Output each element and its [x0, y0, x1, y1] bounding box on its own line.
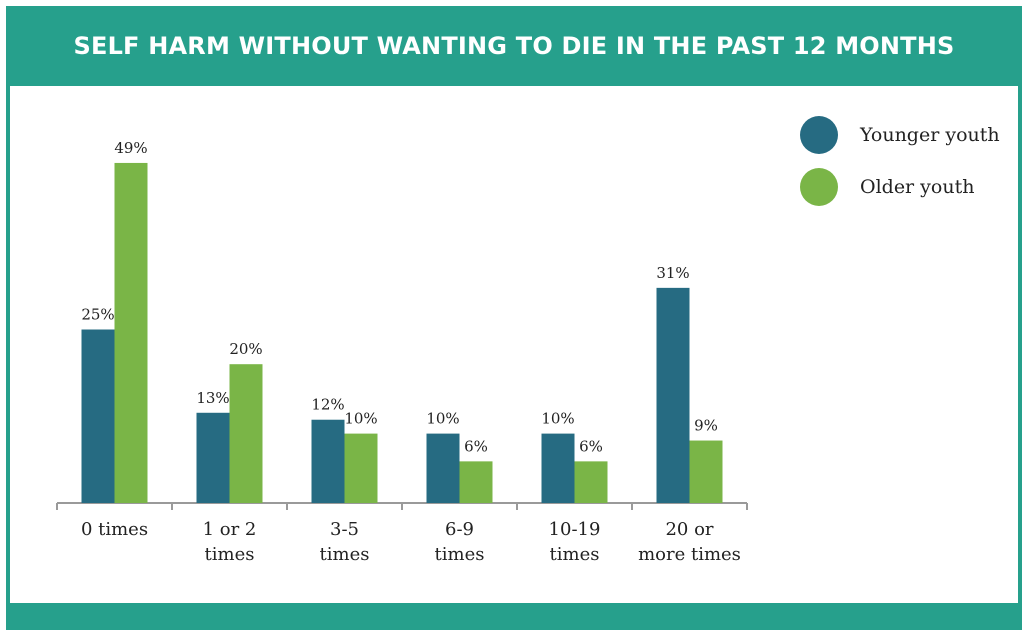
data-label: 13% [196, 389, 229, 407]
data-label: 20% [229, 340, 262, 358]
data-label: 10% [344, 410, 377, 428]
legend-label-older: Older youth [860, 176, 975, 198]
data-label: 49% [114, 139, 147, 157]
legend-swatch-younger [800, 116, 838, 154]
data-label: 6% [579, 437, 603, 455]
x-tick-label: times [205, 544, 255, 565]
data-label: 10% [541, 410, 574, 428]
bar-younger [311, 419, 345, 503]
bar-younger [426, 433, 460, 503]
data-label: 12% [311, 396, 344, 414]
bar-younger [196, 412, 230, 503]
x-tick-label: 20 or [665, 519, 713, 540]
bar-older [229, 364, 263, 503]
bar-younger [541, 433, 575, 503]
legend: Younger youth Older youth [800, 116, 1000, 220]
data-label: 9% [694, 417, 718, 435]
bar-older [574, 461, 608, 503]
data-label: 6% [464, 437, 488, 455]
bar-younger [656, 287, 690, 503]
title-bar: SELF HARM WITHOUT WANTING TO DIE IN THE … [6, 6, 1022, 86]
data-label: 10% [426, 410, 459, 428]
x-tick-label: 10-19 [549, 519, 601, 540]
data-label: 25% [81, 306, 114, 324]
bar-younger [81, 329, 115, 503]
data-label: 31% [656, 264, 689, 282]
bar-older [689, 440, 723, 503]
x-tick-label: times [320, 544, 370, 565]
footer-bar [6, 603, 1022, 630]
bar-older [459, 461, 493, 503]
x-tick-label: times [550, 544, 600, 565]
x-tick-label: 0 times [81, 519, 148, 540]
chart-title: SELF HARM WITHOUT WANTING TO DIE IN THE … [73, 32, 955, 60]
legend-label-younger: Younger youth [860, 124, 1000, 146]
chart-frame [6, 6, 1022, 630]
bar-older [344, 433, 378, 503]
legend-item-older: Older youth [800, 168, 1000, 206]
bar-older [114, 162, 148, 503]
x-tick-label: more times [638, 544, 741, 565]
legend-swatch-older [800, 168, 838, 206]
x-tick-label: 3-5 [330, 519, 359, 540]
x-tick-label: times [435, 544, 485, 565]
x-tick-label: 1 or 2 [203, 519, 257, 540]
x-tick-label: 6-9 [445, 519, 474, 540]
legend-item-younger: Younger youth [800, 116, 1000, 154]
